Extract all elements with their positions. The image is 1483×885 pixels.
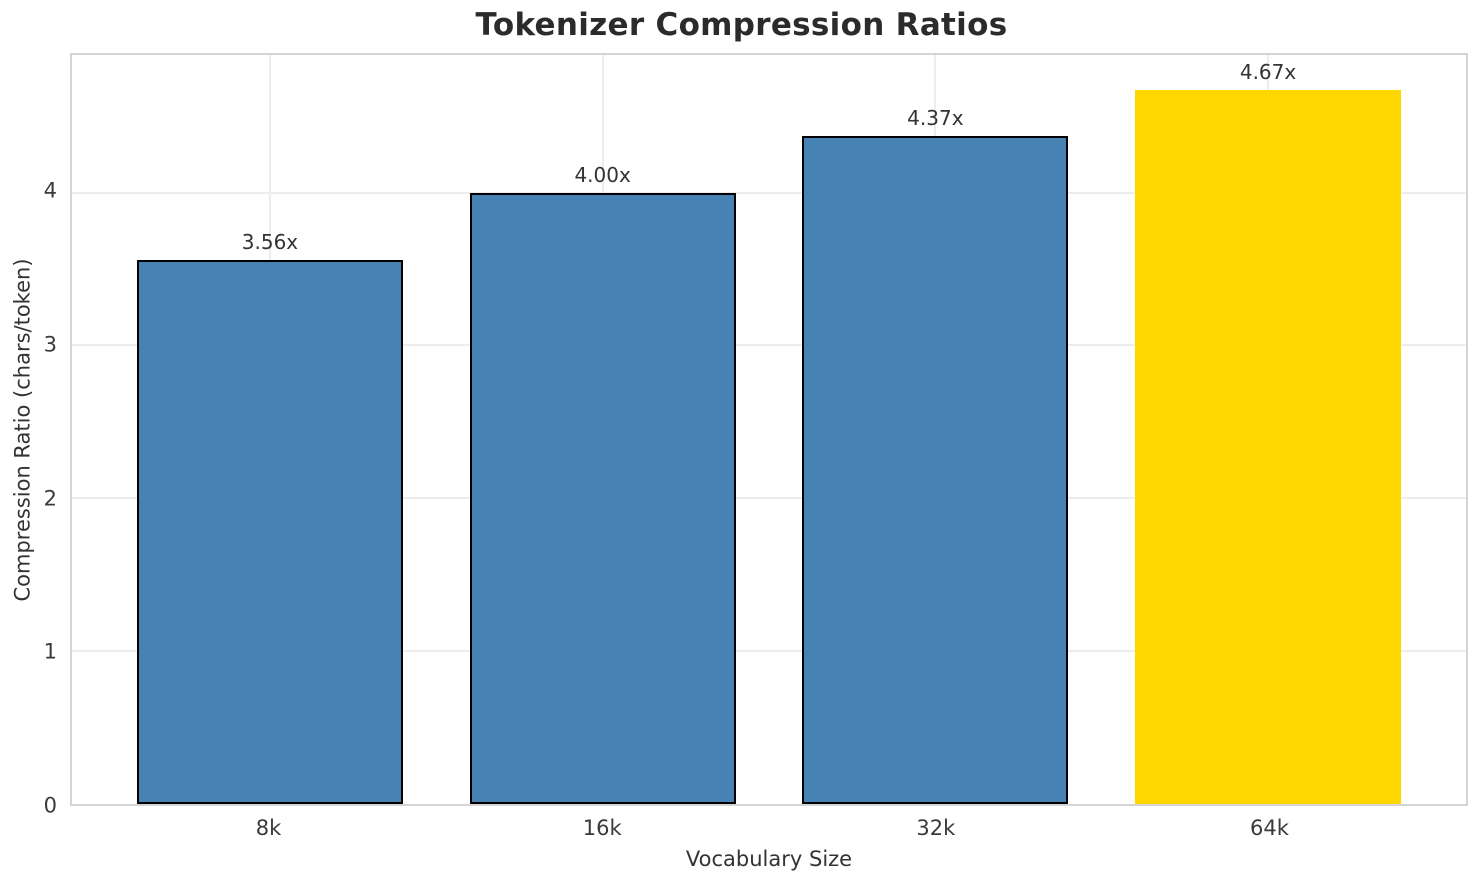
gridline-horizontal	[72, 191, 1466, 194]
chart-title: Tokenizer Compression Ratios	[475, 7, 1008, 43]
y-tick-label: 0	[43, 793, 57, 818]
plot-area: 3.56x 4.00x 4.37x 4.67x	[70, 53, 1468, 806]
bar-8k	[136, 259, 404, 804]
x-axis-label: Vocabulary Size	[685, 847, 853, 871]
gridline-horizontal	[72, 344, 1466, 347]
x-tick-label: 16k	[582, 816, 622, 840]
bar-64k	[1134, 90, 1402, 804]
y-tick-label: 1	[43, 639, 57, 664]
x-tick-label: 8k	[255, 816, 282, 840]
bar-value-label: 4.37x	[907, 106, 964, 131]
bar-value-label: 3.56x	[241, 229, 299, 254]
bar-16k	[469, 192, 736, 804]
y-axis-ticks: 0 1 2 3 4	[0, 53, 57, 816]
bar-value-label: 4.00x	[574, 162, 631, 187]
bar-32k	[802, 136, 1069, 804]
y-tick-label: 2	[43, 486, 57, 511]
bar-value-label: 4.67x	[1239, 60, 1297, 85]
gridline-horizontal	[72, 650, 1466, 653]
gridline-horizontal	[72, 497, 1466, 500]
x-tick-label: 64k	[1250, 816, 1289, 840]
y-tick-label: 3	[43, 332, 57, 357]
x-axis-ticks: 8k 16k 32k 64k	[70, 818, 1468, 844]
x-tick-label: 32k	[916, 816, 956, 840]
y-tick-label: 4	[43, 178, 57, 203]
